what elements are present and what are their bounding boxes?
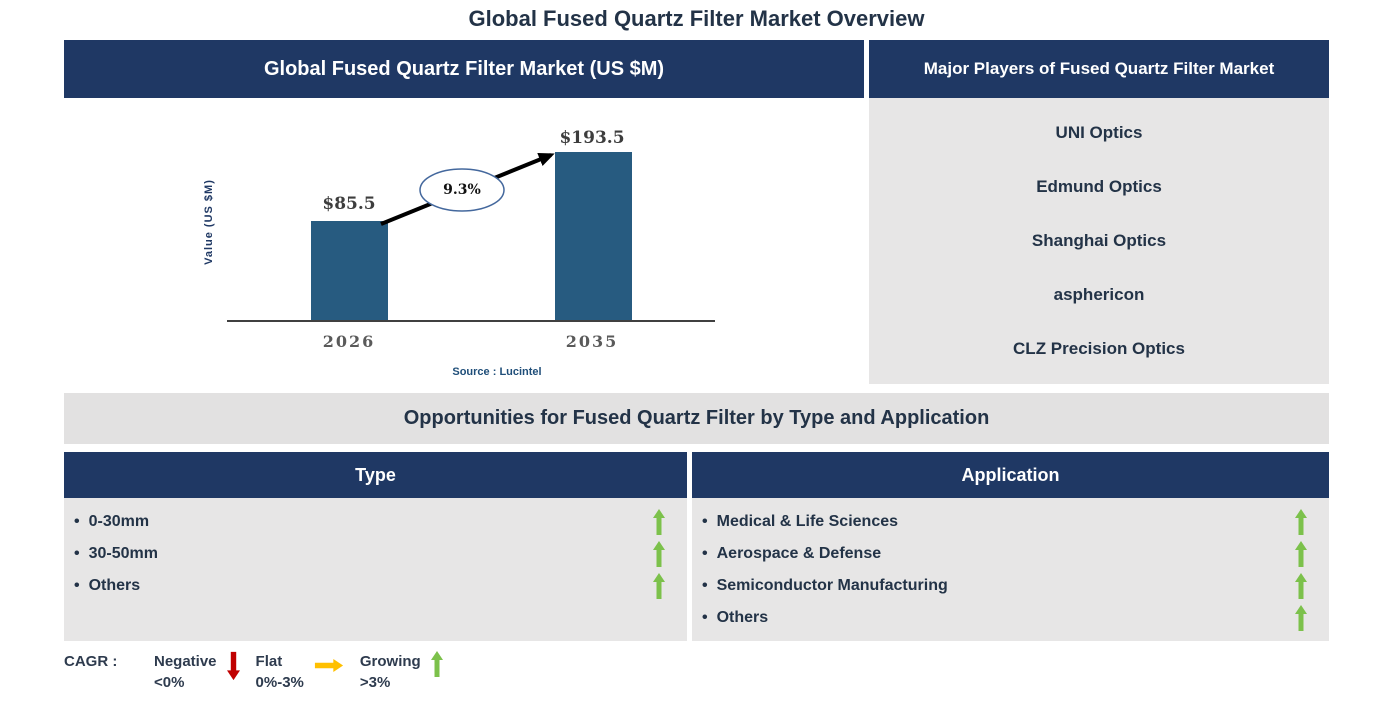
up-arrow-icon bbox=[653, 509, 665, 535]
up-arrow-icon bbox=[1295, 541, 1307, 567]
application-header: Application bbox=[692, 452, 1329, 498]
down-arrow-icon bbox=[226, 651, 240, 681]
application-item-label: Semiconductor Manufacturing bbox=[702, 577, 948, 595]
player-item: Shanghai Optics bbox=[1031, 231, 1167, 250]
bar-value-2026: $85.5 bbox=[322, 194, 376, 214]
list-item: Medical & Life Sciences bbox=[702, 506, 1307, 538]
player-item: Edmund Optics bbox=[1036, 177, 1162, 196]
legend-entry-text: Flat 0%-3% bbox=[256, 651, 304, 693]
application-panel: Application Medical & Life Sciences Aero… bbox=[692, 452, 1329, 641]
x-tick-2035: 2035 bbox=[565, 332, 619, 351]
players-list: UNI Optics Edmund Optics Shanghai Optics… bbox=[869, 98, 1329, 384]
legend-entry-text: Growing >3% bbox=[360, 651, 421, 693]
bar-2035 bbox=[555, 152, 632, 321]
player-item: CLZ Precision Optics bbox=[1013, 339, 1185, 358]
cagr-legend: CAGR : Negative <0% Flat 0%-3% Growing >… bbox=[64, 651, 459, 693]
cagr-oval bbox=[419, 168, 505, 212]
legend-entry-name: Growing bbox=[359, 653, 421, 670]
x-tick-2026: 2026 bbox=[322, 332, 376, 351]
cagr-trend-arrow bbox=[380, 153, 555, 226]
up-arrow-icon bbox=[430, 651, 443, 677]
legend-entry-name: Negative bbox=[154, 653, 217, 670]
up-arrow-icon bbox=[1295, 573, 1307, 599]
up-arrow-icon bbox=[1295, 605, 1307, 631]
list-item: Semiconductor Manufacturing bbox=[702, 570, 1307, 602]
up-arrow-icon bbox=[653, 541, 665, 567]
opportunities-title: Opportunities for Fused Quartz Filter by… bbox=[64, 393, 1329, 444]
type-header: Type bbox=[64, 452, 687, 498]
cagr-legend-label: CAGR : bbox=[64, 653, 118, 670]
legend-entry-name: Flat bbox=[255, 653, 283, 670]
legend-entry-range: <0% bbox=[154, 674, 185, 691]
application-item-label: Medical & Life Sciences bbox=[702, 513, 898, 531]
bar-chart: Value (US $M) 9.3% $85.5 $193.5 2026 203… bbox=[64, 98, 864, 390]
legend-entry-text: Negative <0% bbox=[154, 651, 217, 693]
type-item-label: Others bbox=[74, 577, 141, 595]
major-players-header: Major Players of Fused Quartz Filter Mar… bbox=[869, 40, 1329, 98]
market-chart-panel: Global Fused Quartz Filter Market (US $M… bbox=[64, 40, 864, 390]
legend-entry-negative: Negative <0% bbox=[154, 651, 240, 693]
legend-entry-growing: Growing >3% bbox=[360, 651, 443, 693]
bar-value-2035: $193.5 bbox=[559, 128, 625, 148]
cagr-value: 9.3% bbox=[443, 182, 481, 198]
list-item: Others bbox=[702, 602, 1307, 634]
player-item: UNI Optics bbox=[1055, 123, 1143, 142]
source-note: Source : Lucintel bbox=[452, 366, 542, 378]
application-item-label: Aerospace & Defense bbox=[702, 545, 882, 563]
list-item: Aerospace & Defense bbox=[702, 538, 1307, 570]
major-players-panel: Major Players of Fused Quartz Filter Mar… bbox=[869, 40, 1329, 384]
type-item-label: 0-30mm bbox=[74, 513, 149, 531]
player-item: asphericon bbox=[1053, 285, 1145, 304]
list-item: Others bbox=[74, 570, 665, 602]
legend-entry-flat: Flat 0%-3% bbox=[256, 651, 344, 693]
page-title: Global Fused Quartz Filter Market Overvi… bbox=[468, 6, 925, 31]
bar-2026 bbox=[311, 221, 388, 321]
legend-entry-range: >3% bbox=[359, 674, 391, 691]
list-item: 30-50mm bbox=[74, 538, 665, 570]
application-list: Medical & Life Sciences Aerospace & Defe… bbox=[692, 498, 1329, 641]
type-list: 0-30mm 30-50mm Others bbox=[64, 498, 687, 641]
application-item-label: Others bbox=[702, 609, 769, 627]
up-arrow-icon bbox=[1295, 509, 1307, 535]
type-panel: Type 0-30mm 30-50mm Others bbox=[64, 452, 687, 641]
right-arrow-icon bbox=[314, 659, 343, 672]
market-chart-header: Global Fused Quartz Filter Market (US $M… bbox=[64, 40, 864, 98]
type-item-label: 30-50mm bbox=[74, 545, 158, 563]
list-item: 0-30mm bbox=[74, 506, 665, 538]
up-arrow-icon bbox=[653, 573, 665, 599]
legend-entry-range: 0%-3% bbox=[255, 674, 304, 691]
x-axis-line bbox=[227, 320, 715, 322]
